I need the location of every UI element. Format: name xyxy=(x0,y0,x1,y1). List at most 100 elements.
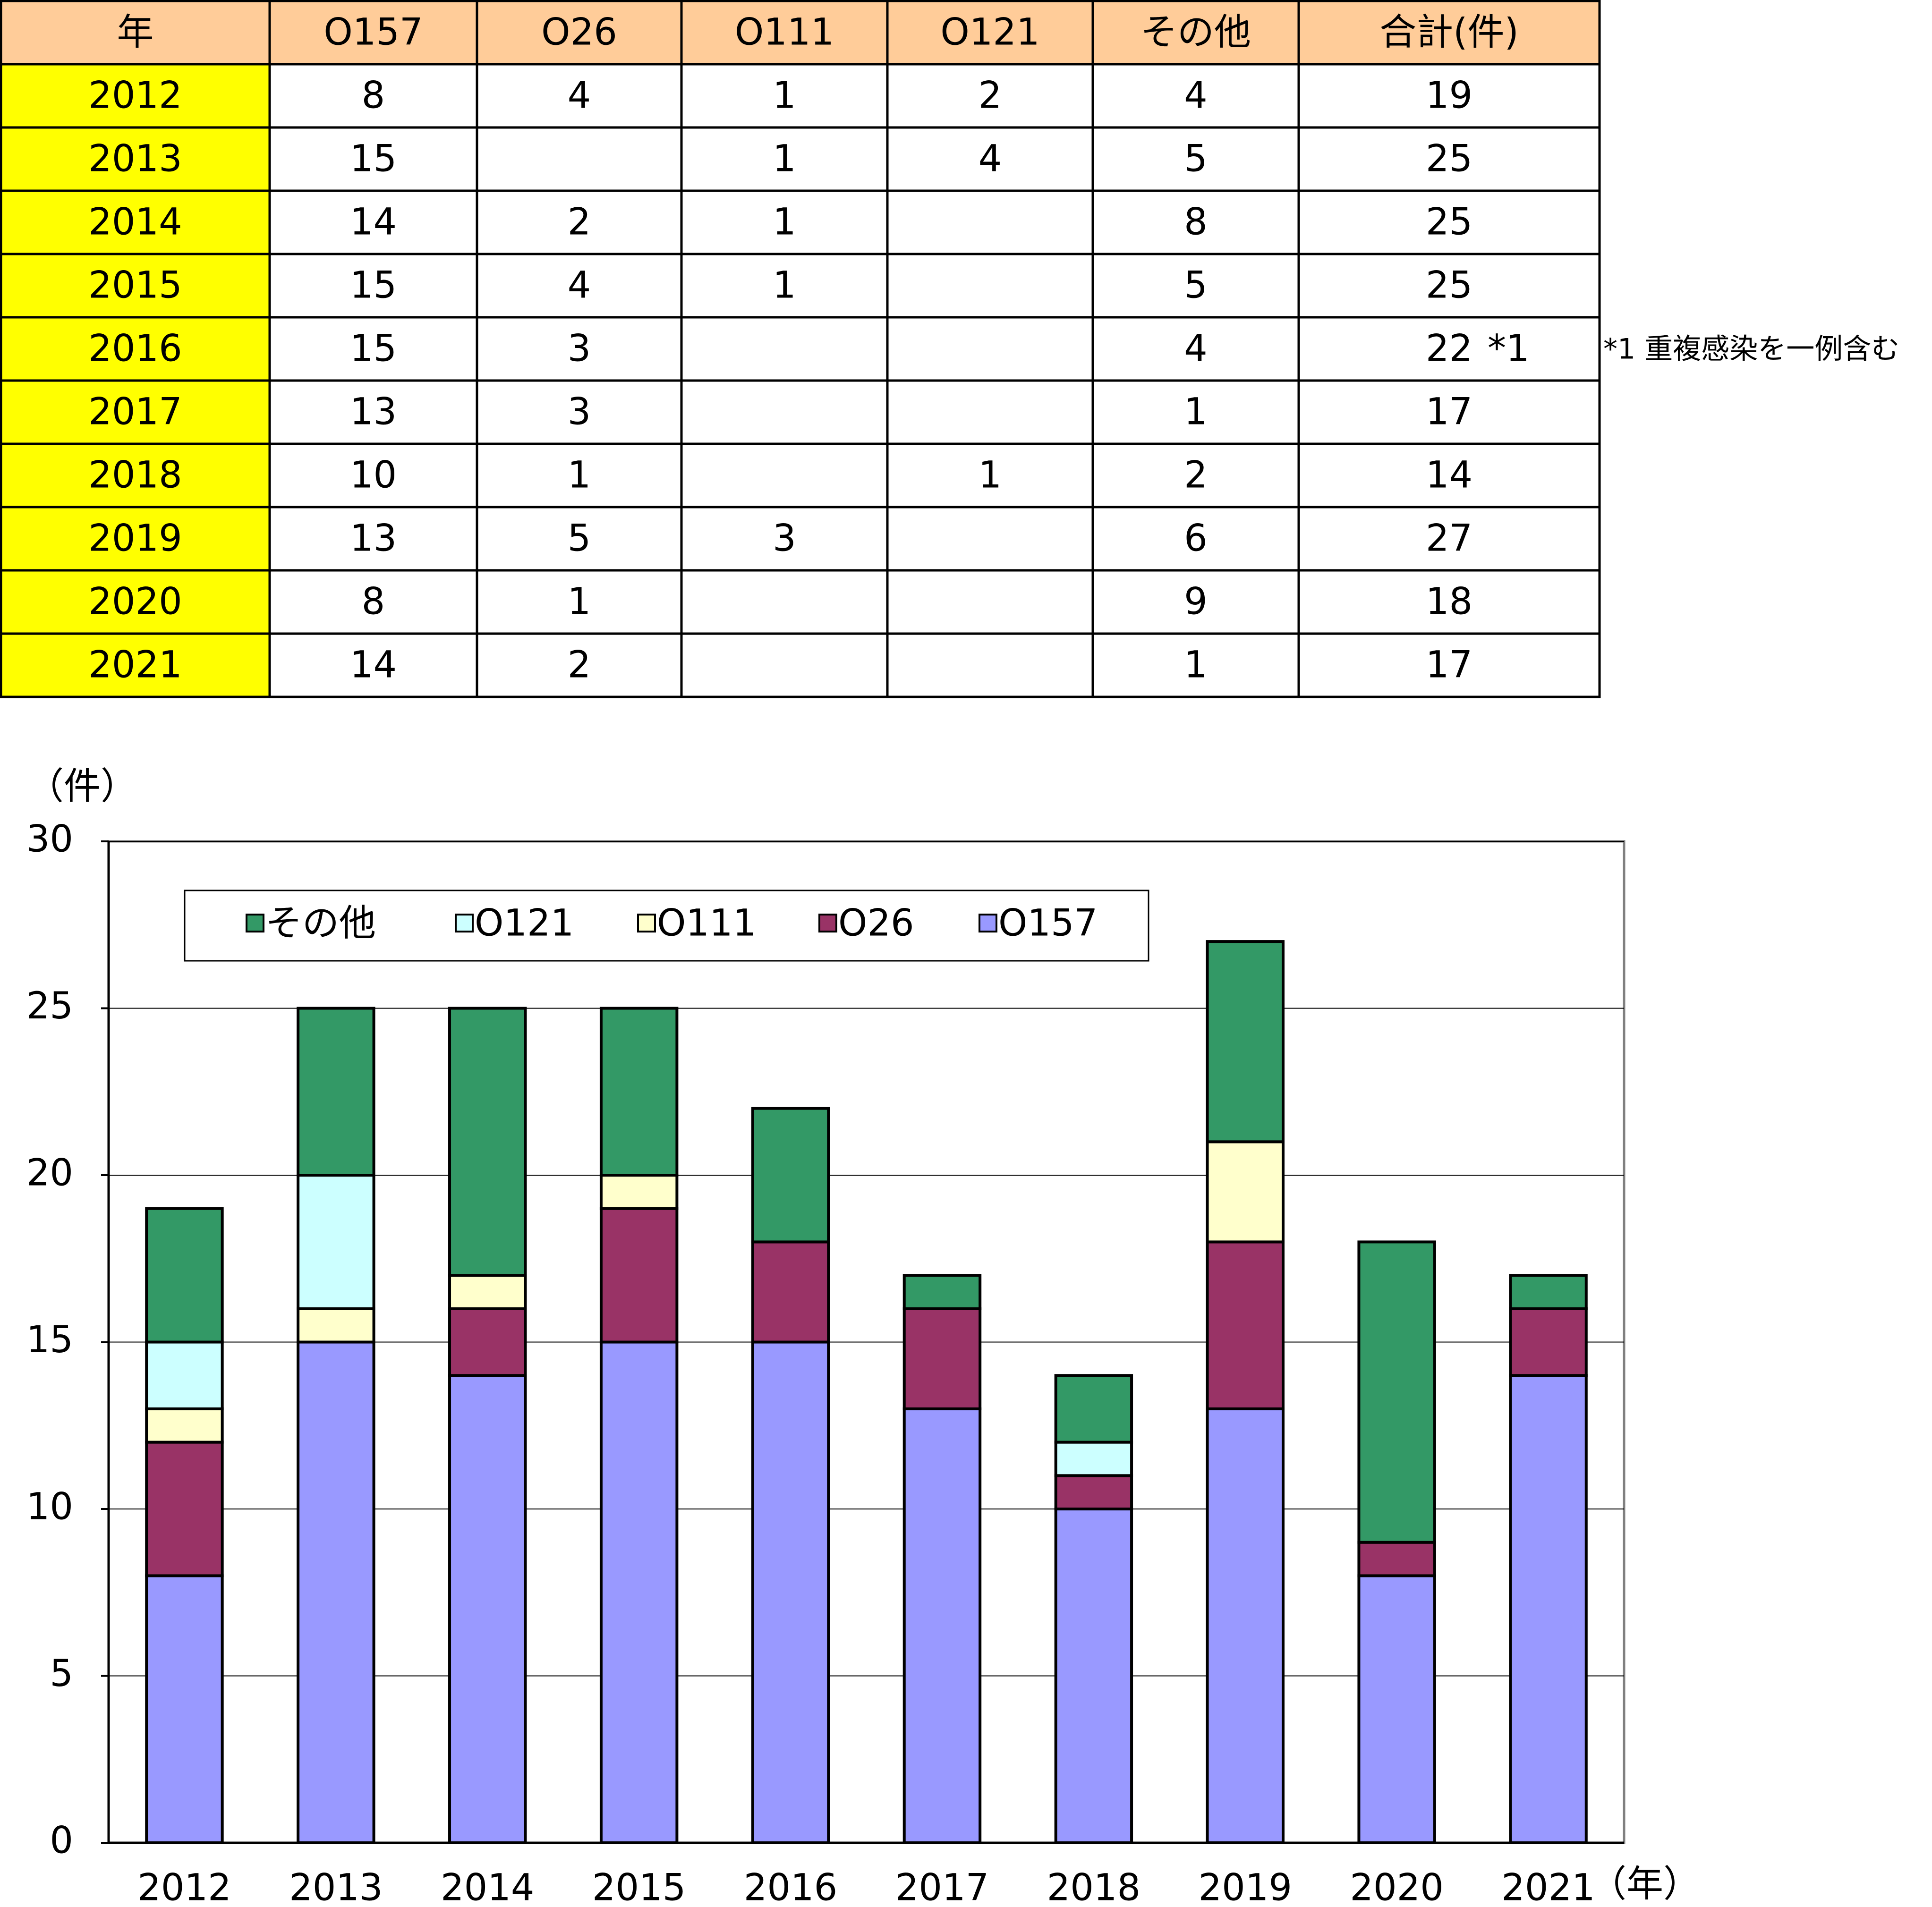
table-value: 25 xyxy=(1426,137,1472,180)
table-value: 2 xyxy=(568,201,591,243)
table-value: 3 xyxy=(773,517,796,559)
table-cell xyxy=(476,442,683,509)
table-value: 2015 xyxy=(88,264,182,306)
table-header: O121 xyxy=(940,11,1039,53)
table-cell xyxy=(886,569,1094,635)
bar-segment xyxy=(751,1340,830,1844)
table-value: 2012 xyxy=(88,74,182,117)
table-cell xyxy=(886,63,1094,129)
bar-segment xyxy=(1054,1508,1133,1844)
y-axis-label: （件） xyxy=(27,765,137,807)
table-value: 9 xyxy=(1184,580,1208,623)
table-cell xyxy=(476,126,683,192)
bar-segment xyxy=(145,1441,224,1577)
table-value: 4 xyxy=(568,264,591,306)
bar-segment xyxy=(599,1007,679,1177)
table-value: 6 xyxy=(1184,517,1208,559)
table-value: 14 xyxy=(350,644,397,686)
bar-segment xyxy=(1206,1140,1285,1244)
table-value: 2020 xyxy=(88,580,182,623)
table-cell xyxy=(476,632,683,698)
table-value: 1 xyxy=(773,137,796,180)
x-tick-label: 2021 xyxy=(1501,1866,1595,1907)
x-tick-label: 2015 xyxy=(592,1866,686,1907)
table-value: 13 xyxy=(350,517,397,559)
table-cell xyxy=(476,253,683,319)
table-cell xyxy=(680,442,889,509)
table-value: 4 xyxy=(1184,74,1208,117)
table-value: 2014 xyxy=(88,201,182,243)
bar-segment xyxy=(1357,1574,1436,1844)
table-cell xyxy=(476,506,683,572)
table-value: 2 xyxy=(1184,454,1208,496)
table-value: 1 xyxy=(1184,644,1208,686)
bar-segment xyxy=(1509,1374,1588,1844)
table-cell xyxy=(1091,442,1300,509)
table-cell xyxy=(680,316,889,382)
table-value: 1 xyxy=(568,580,591,623)
table-cell xyxy=(476,189,683,255)
bar-segment xyxy=(902,1307,982,1410)
y-tick-label: 0 xyxy=(50,1819,73,1862)
table-value: 15 xyxy=(350,264,397,306)
legend-swatch xyxy=(637,914,656,932)
table-cell xyxy=(886,316,1094,382)
table-value: 2017 xyxy=(88,390,182,433)
table-cell xyxy=(680,632,889,698)
table-header: O111 xyxy=(735,11,834,53)
table-cell xyxy=(0,63,271,129)
table-cell xyxy=(1297,569,1601,635)
table-value: 8 xyxy=(1184,201,1208,243)
table-value: 18 xyxy=(1426,580,1472,623)
table-value: 2 xyxy=(568,644,591,686)
table-header: その他 xyxy=(1140,11,1251,53)
table-cell xyxy=(1091,0,1300,66)
table-cell xyxy=(0,442,271,509)
table-value: 14 xyxy=(1426,454,1472,496)
table-cell xyxy=(0,569,271,635)
legend-label: O121 xyxy=(475,902,574,944)
table-cell xyxy=(268,632,478,698)
table-value: 15 xyxy=(350,327,397,370)
table-cell xyxy=(680,379,889,445)
table-value: 2016 xyxy=(88,327,182,370)
bar-segment xyxy=(751,1240,830,1344)
table-cell xyxy=(0,506,271,572)
x-tick-label: 2014 xyxy=(441,1866,535,1907)
bar-segment xyxy=(599,1340,679,1844)
legend-swatch xyxy=(246,914,264,932)
table-cell xyxy=(1091,126,1300,192)
table-value: 15 xyxy=(350,137,397,180)
bar-segment xyxy=(297,1174,375,1310)
table-cell xyxy=(268,126,478,192)
bar-segment xyxy=(145,1207,224,1344)
table-cell xyxy=(886,126,1094,192)
table-value: 1 xyxy=(773,264,796,306)
x-tick-label: 2016 xyxy=(744,1866,838,1907)
bar-segment xyxy=(1206,1240,1285,1410)
table-cell xyxy=(1297,506,1601,572)
table-value: 19 xyxy=(1426,74,1472,117)
table-value: 1 xyxy=(773,201,796,243)
legend-label: その他 xyxy=(265,902,376,944)
table-value: 14 xyxy=(350,201,397,243)
bar-segment xyxy=(1054,1374,1133,1444)
y-tick-label: 20 xyxy=(26,1152,73,1194)
bar-segment xyxy=(599,1207,679,1344)
x-tick-label: 2019 xyxy=(1198,1866,1292,1907)
table-value: 27 xyxy=(1426,517,1472,559)
table-cell xyxy=(1297,316,1601,382)
table-cell xyxy=(268,253,478,319)
table-value: 4 xyxy=(1184,327,1208,370)
table-cell xyxy=(268,506,478,572)
table-cell xyxy=(1297,126,1601,192)
bar-segment xyxy=(448,1307,527,1377)
table-value: 17 xyxy=(1426,390,1472,433)
bar-segment xyxy=(1357,1541,1436,1577)
bar-segment xyxy=(1206,1407,1285,1844)
table-cell xyxy=(1091,316,1300,382)
table-cell xyxy=(680,126,889,192)
table-value: 1 xyxy=(979,454,1002,496)
table-cell xyxy=(1297,632,1601,698)
